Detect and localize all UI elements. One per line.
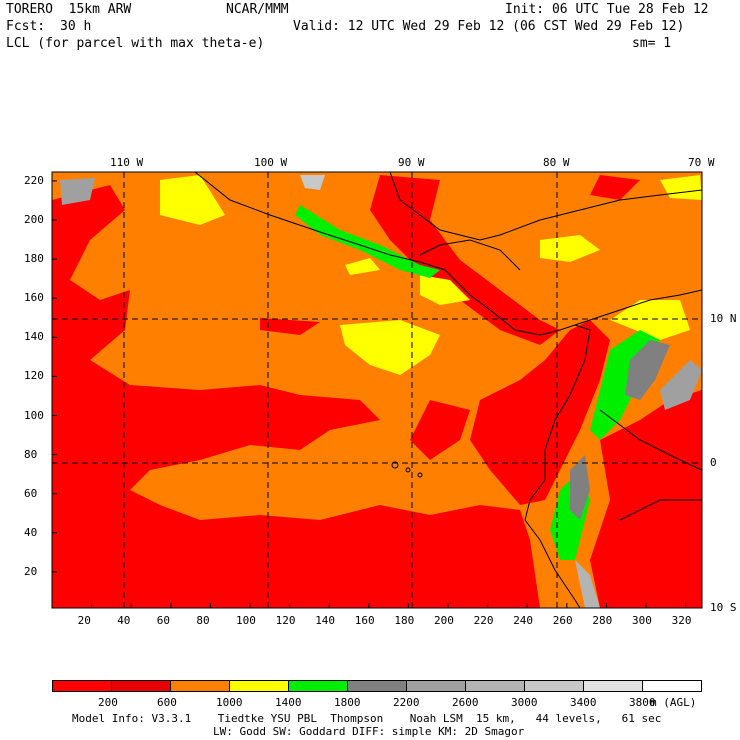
x-tick-label: 320 xyxy=(671,614,692,627)
y-tick-label: 80 xyxy=(24,447,38,461)
x-tick-label: 40 xyxy=(117,614,131,627)
colorbar-units: m (AGL) xyxy=(650,696,697,709)
y-tick-label: 20 xyxy=(24,564,38,578)
shaded-field xyxy=(52,172,702,608)
y-tick-label: 140 xyxy=(24,330,44,344)
colorbar-label: 200 xyxy=(98,696,118,709)
colorbar-swatch xyxy=(288,680,348,692)
x-tick-label: 120 xyxy=(275,614,296,627)
x-tick-label: 240 xyxy=(513,614,534,627)
colorbar-label: 1400 xyxy=(275,696,302,709)
colorbar-swatch xyxy=(583,680,643,692)
y-tick-label: 40 xyxy=(24,525,38,539)
y-tick-label: 120 xyxy=(24,369,44,383)
y-tick-label: 160 xyxy=(24,291,44,305)
model-title: TORERO 15km ARW xyxy=(6,2,132,17)
model-info-line1: Model Info: V3.3.1 Tiedtke YSU PBL Thomp… xyxy=(72,712,662,725)
forecast-hour: 30 h xyxy=(60,19,92,34)
colorbar-label: 1800 xyxy=(334,696,361,709)
init-time: Init: 06 UTC Tue 28 Feb 12 xyxy=(505,2,709,17)
colorbar-swatch xyxy=(111,680,171,692)
y-tick-label: 220 xyxy=(24,173,44,187)
coastlines xyxy=(194,172,702,608)
colorbar-swatch xyxy=(52,680,112,692)
colorbar-swatch xyxy=(524,680,584,692)
organization: NCAR/MMM xyxy=(226,2,289,17)
axis-ticks xyxy=(52,180,687,608)
colorbar-label: 3400 xyxy=(570,696,597,709)
x-tick-label: 260 xyxy=(552,614,573,627)
colorbar-label: 2600 xyxy=(452,696,479,709)
x-tick-label: 60 xyxy=(156,614,171,627)
colorbar-swatch xyxy=(170,680,230,692)
latitude-label: 0 xyxy=(710,456,717,469)
x-tick-label: 20 xyxy=(77,614,91,627)
colorbar-swatch xyxy=(406,680,466,692)
map-frame xyxy=(51,171,703,609)
x-tick-label: 180 xyxy=(394,614,415,627)
colorbar-swatch xyxy=(229,680,289,692)
valid-time: Valid: 12 UTC Wed 29 Feb 12 (06 CST Wed … xyxy=(293,19,685,34)
forecast-label: Fcst: xyxy=(6,19,46,34)
longitude-label: 70 W xyxy=(688,156,715,169)
x-tick-label: 300 xyxy=(632,614,652,627)
colorbar-label: 2200 xyxy=(393,696,420,709)
model-info-line2: LW: Godd SW: Goddard DIFF: simple KM: 2D… xyxy=(213,725,525,738)
longitude-label: 110 W xyxy=(110,156,144,169)
y-tick-label: 60 xyxy=(24,486,38,500)
x-tick-label: 100 xyxy=(236,614,256,627)
y-tick-label: 100 xyxy=(24,408,44,422)
colorbar-label: 600 xyxy=(157,696,177,709)
x-tick-label: 140 xyxy=(315,614,336,627)
y-tick-label: 180 xyxy=(24,252,44,266)
colorbar-label: 1000 xyxy=(216,696,243,709)
smoothing: sm= 1 xyxy=(632,36,672,51)
colorbar-label: 3000 xyxy=(511,696,538,709)
longitude-label: 100 W xyxy=(254,156,288,169)
y-tick-label: 200 xyxy=(24,213,44,226)
colorbar-swatch xyxy=(642,680,702,692)
x-tick-label: 160 xyxy=(354,614,375,627)
colorbar-label: 3800 xyxy=(629,696,656,709)
field-name: LCL (for parcel with max theta-e) xyxy=(6,36,265,51)
x-tick-label: 80 xyxy=(196,614,210,627)
graticule xyxy=(52,172,702,608)
latitude-label: 10 S xyxy=(710,601,737,614)
colorbar-swatch xyxy=(465,680,525,692)
longitude-label: 90 W xyxy=(398,156,425,169)
x-tick-label: 280 xyxy=(592,614,613,627)
longitude-label: 80 W xyxy=(543,156,570,169)
latitude-label: 10 N xyxy=(710,312,737,325)
x-tick-label: 200 xyxy=(434,614,454,627)
colorbar-swatch xyxy=(347,680,407,692)
x-tick-label: 220 xyxy=(473,614,494,627)
